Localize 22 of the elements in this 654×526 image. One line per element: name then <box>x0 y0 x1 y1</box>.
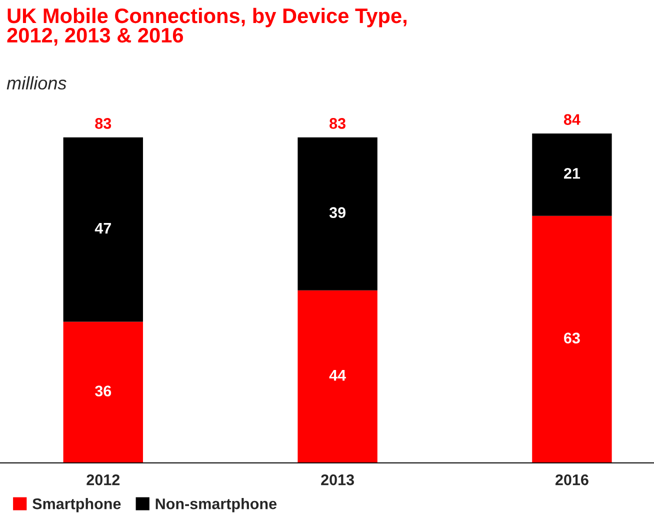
bar <box>298 137 378 290</box>
total-label: 84 <box>564 114 580 125</box>
bar <box>298 290 378 463</box>
x-tick-label: 2013 <box>321 474 354 486</box>
legend-label: Non-smartphone <box>156 498 277 512</box>
data-label: 39 <box>329 207 346 218</box>
data-label: 44 <box>329 370 346 381</box>
chart-title: UK Mobile Connections, by Device Type, 2012, 2013 & 2016 <box>7 8 406 46</box>
legend-label: Smartphone <box>32 498 121 512</box>
total-label: 83 <box>330 118 346 129</box>
data-label: 47 <box>94 223 111 234</box>
data-label: 63 <box>564 332 580 344</box>
chart-subtitle: millions <box>6 76 66 90</box>
x-tick-label: 2012 <box>86 474 120 486</box>
total-label: 83 <box>95 118 112 129</box>
data-label: 36 <box>94 386 112 396</box>
bar <box>532 216 612 463</box>
bar <box>532 134 612 216</box>
bar <box>63 137 143 322</box>
x-tick-label: 2016 <box>555 474 588 486</box>
data-label: 21 <box>564 168 580 179</box>
bar <box>63 322 143 463</box>
